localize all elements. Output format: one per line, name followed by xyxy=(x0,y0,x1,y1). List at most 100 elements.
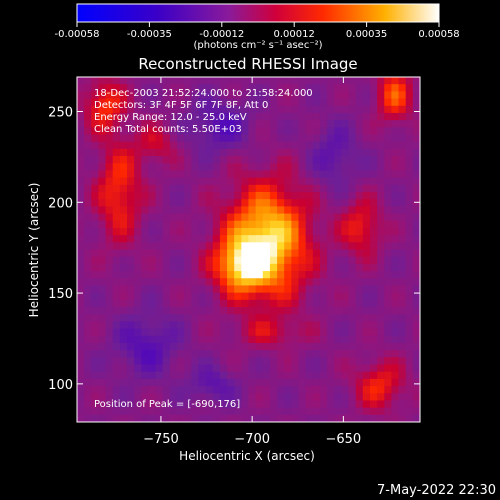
heatmap-cell xyxy=(191,177,200,186)
heatmap-cell xyxy=(219,321,228,330)
heatmap-cell xyxy=(148,227,157,236)
heatmap-cell xyxy=(241,328,250,337)
heatmap-cell xyxy=(348,364,357,373)
heatmap-cell xyxy=(241,357,250,366)
heatmap-cell xyxy=(162,98,171,107)
heatmap-cell xyxy=(305,213,314,222)
heatmap-cell xyxy=(134,170,142,179)
heatmap-cell xyxy=(91,249,100,258)
heatmap-cell xyxy=(198,350,207,358)
heatmap-cell xyxy=(248,227,257,236)
heatmap-cell xyxy=(241,98,250,107)
heatmap-cell xyxy=(291,292,300,301)
heatmap-cell xyxy=(384,249,393,258)
heatmap-cell xyxy=(334,77,342,85)
heatmap-cell xyxy=(348,307,357,315)
heatmap-cell xyxy=(262,163,271,172)
heatmap-cell xyxy=(327,299,335,308)
heatmap-cell xyxy=(77,199,85,207)
heatmap-cell xyxy=(141,227,150,236)
heatmap-cell xyxy=(184,163,192,172)
heatmap-cell xyxy=(284,378,292,387)
heatmap-cell xyxy=(148,378,157,387)
heatmap-cell xyxy=(84,141,92,150)
heatmap-cell xyxy=(248,220,257,229)
heatmap-cell xyxy=(391,393,400,402)
heatmap-cell xyxy=(84,342,92,351)
heatmap-cell xyxy=(262,199,271,207)
heatmap-cell xyxy=(277,350,285,358)
heatmap-cell xyxy=(205,213,214,222)
heatmap-cell xyxy=(284,249,292,258)
heatmap-cell xyxy=(312,127,321,136)
heatmap-cell xyxy=(77,206,85,215)
heatmap-cell xyxy=(105,84,114,92)
heatmap-cell xyxy=(234,227,242,236)
heatmap-cell xyxy=(355,407,364,416)
heatmap-cell xyxy=(277,105,285,114)
heatmap-cell xyxy=(269,206,278,215)
colorbar-unit-label: (photons cm⁻² s⁻¹ asec⁻²) xyxy=(193,40,322,51)
heatmap-cell xyxy=(162,105,171,114)
heatmap-cell xyxy=(219,170,228,179)
heatmap-cell xyxy=(98,249,107,258)
heatmap-cell xyxy=(191,378,200,387)
heatmap-cell xyxy=(112,235,121,243)
heatmap-cell xyxy=(341,292,350,301)
heatmap-cell xyxy=(219,328,228,337)
heatmap-cell xyxy=(169,242,178,251)
heatmap-cell xyxy=(348,292,357,301)
heatmap-cell xyxy=(248,335,257,344)
heatmap-cell xyxy=(234,378,242,387)
heatmap-cell xyxy=(291,414,300,422)
heatmap-cell xyxy=(91,105,100,114)
heatmap-cell xyxy=(241,184,250,193)
heatmap-cell xyxy=(77,98,85,107)
heatmap-cell xyxy=(191,220,200,229)
peak-position-text: Position of Peak = [-690,176] xyxy=(94,399,240,410)
heatmap-cell xyxy=(234,91,242,100)
heatmap-cell xyxy=(277,184,285,193)
heatmap-cell xyxy=(327,314,335,322)
heatmap-cell xyxy=(348,206,357,215)
heatmap-cell xyxy=(412,307,420,315)
heatmap-cell xyxy=(141,235,150,243)
heatmap-cell xyxy=(412,400,420,409)
heatmap-cell xyxy=(355,141,364,150)
heatmap-cell xyxy=(84,91,92,100)
heatmap-cell xyxy=(77,271,85,279)
heatmap-cell xyxy=(127,220,135,229)
heatmap-cell xyxy=(255,400,264,409)
heatmap-cell xyxy=(177,120,185,128)
heatmap-cell xyxy=(162,357,171,366)
heatmap-cell xyxy=(305,321,314,330)
heatmap-cell xyxy=(155,400,164,409)
heatmap-cell xyxy=(98,328,107,337)
heatmap-cell xyxy=(398,256,407,265)
heatmap-cell xyxy=(234,148,242,157)
heatmap-cell xyxy=(362,321,371,330)
heatmap-cell xyxy=(134,163,142,172)
heatmap-cell xyxy=(327,292,335,301)
heatmap-cell xyxy=(391,364,400,373)
heatmap-cell xyxy=(369,105,378,114)
heatmap-cell xyxy=(412,350,420,358)
heatmap-cell xyxy=(234,199,242,207)
heatmap-cell xyxy=(305,386,314,394)
heatmap-cell xyxy=(405,414,414,422)
heatmap-cell xyxy=(334,220,342,229)
heatmap-cell xyxy=(305,170,314,179)
heatmap-cell xyxy=(334,227,342,236)
heatmap-cell xyxy=(162,285,171,294)
heatmap-cell xyxy=(177,292,185,301)
heatmap-cell xyxy=(277,378,285,387)
heatmap-cell xyxy=(398,242,407,251)
heatmap-cell xyxy=(119,84,128,92)
heatmap-cell xyxy=(84,414,92,422)
heatmap-cell xyxy=(162,184,171,193)
heatmap-cell xyxy=(355,148,364,157)
heatmap-cell xyxy=(405,192,414,200)
heatmap-cell xyxy=(355,235,364,243)
heatmap-cell xyxy=(355,206,364,215)
heatmap-cell xyxy=(319,285,328,294)
